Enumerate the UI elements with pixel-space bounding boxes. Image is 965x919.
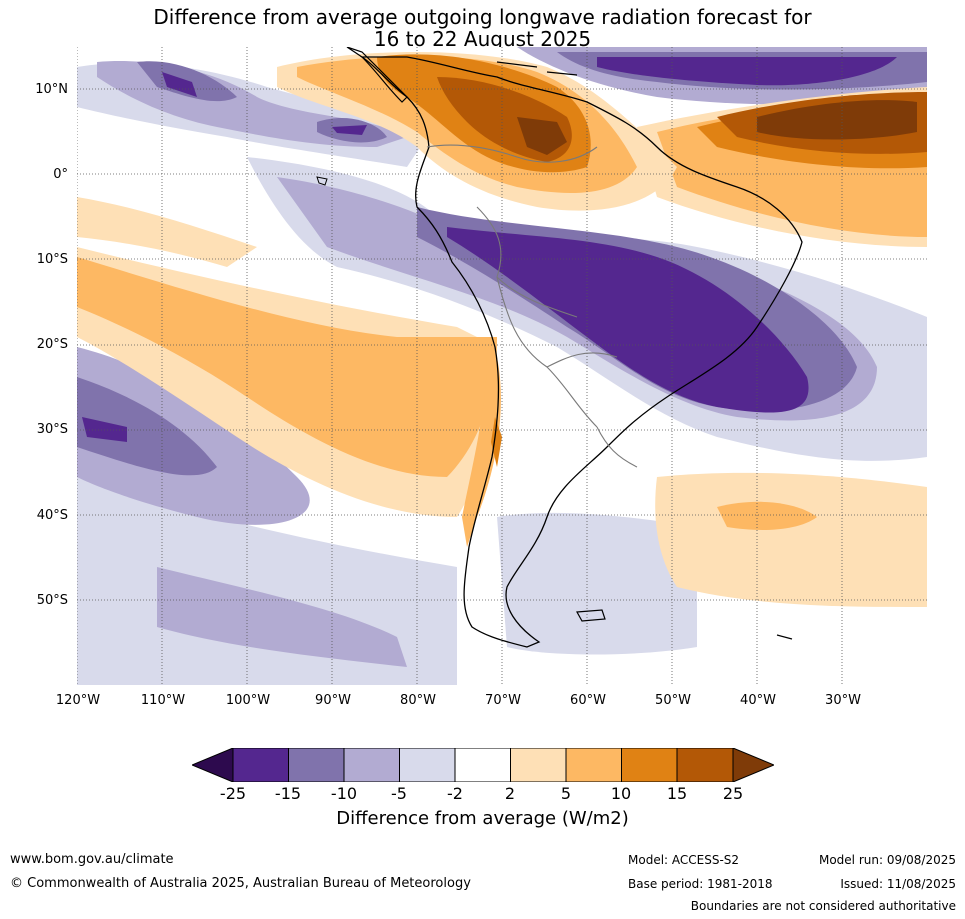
colorbar-swatch-le-25 [190, 747, 234, 783]
lat-label-50s: 50°S [36, 593, 68, 608]
colorbar-swatch-5-2 [399, 747, 456, 783]
anomaly-region-colombia-dark-brown [517, 117, 567, 155]
colorbar-tick-label: -2 [447, 784, 463, 803]
lat-label-40s: 40°S [36, 508, 68, 523]
galapagos [316, 176, 328, 186]
anomaly-region-central-america-deep-purple [332, 125, 367, 135]
anomaly-region-eq-atlantic-dark-brown [757, 100, 917, 140]
colorbar-tick-label: -25 [219, 784, 247, 803]
colorbar-swatch-10-5 [343, 747, 400, 783]
colorbar-tick-label: -5 [391, 784, 407, 803]
bom-website-link[interactable]: www.bom.gov.au/climate [10, 852, 174, 867]
colorbar-tick-label: 15 [666, 784, 688, 803]
lon-label-120w: 120°W [55, 693, 101, 708]
colorbar-swatch-5-10 [565, 747, 622, 783]
lat-label-10n: 10°N [35, 82, 68, 97]
south-georgia [776, 634, 793, 640]
lon-label-100w: 100°W [225, 693, 271, 708]
colorbar-tick-label: 5 [560, 784, 572, 803]
lat-label-30s: 30°S [36, 422, 68, 437]
colorbar-tick-label: -10 [330, 784, 358, 803]
anomaly-region-southwest-purple [77, 377, 217, 476]
anomaly-region-eq-pacific-pale-orange [77, 197, 257, 267]
colorbar-swatch-2-2 [454, 747, 511, 783]
colorbar-swatch-ge-25 [732, 747, 776, 783]
anomaly-region-southeast-pale-purple [497, 512, 697, 655]
falkland-islands [576, 609, 606, 622]
colorbar-tick-label: -15 [274, 784, 302, 803]
colorbar-swatch-15-25 [676, 747, 734, 783]
anomaly-region-south-atlantic-orange [717, 501, 817, 530]
anomaly-region-chile-dark-orange [491, 417, 502, 467]
lat-label-10s: 10°S [36, 252, 68, 267]
lon-label-70w: 70°W [485, 693, 521, 708]
south-america-coastline [359, 56, 803, 648]
anomaly-region-pacific-orange [77, 257, 497, 477]
lon-label-110w: 110°W [140, 693, 186, 708]
boundaries-disclaimer: Boundaries are not considered authoritat… [690, 899, 956, 913]
colorbar [190, 747, 776, 783]
lon-label-60w: 60°W [570, 693, 606, 708]
colorbar-swatch-2-5 [510, 747, 567, 783]
model-run-date: Model run: 09/08/2025 [818, 853, 956, 867]
lon-label-90w: 90°W [315, 693, 351, 708]
colorbar-tick-label: 25 [722, 784, 744, 803]
colorbar-swatch-15-10 [288, 747, 345, 783]
colorbar-legend [190, 747, 776, 783]
anomaly-region-chile-orange [462, 357, 501, 547]
colorbar-tick-label: 10 [610, 784, 632, 803]
colorbar-tick-label: 2 [504, 784, 516, 803]
anomaly-region-north-atlantic-deep-purple [597, 57, 897, 86]
anomaly-region-brazil-deep-purple [447, 227, 809, 413]
olr-anomaly-map [77, 47, 927, 685]
chart-title-line1: Difference from average outgoing longwav… [153, 5, 812, 29]
map-canvas [77, 47, 927, 685]
colorbar-swatch-25-15 [232, 747, 289, 783]
colorbar-title: Difference from average (W/m2) [336, 808, 629, 829]
chart-title-line2: 16 to 22 August 2025 [373, 27, 592, 51]
copyright-notice: © Commonwealth of Australia 2025, Austra… [10, 876, 471, 891]
central-america-coastline [346, 47, 408, 103]
caribbean-islands [496, 61, 578, 76]
lon-label-50w: 50°W [655, 693, 691, 708]
issued-date: Issued: 11/08/2025 [840, 877, 956, 891]
country-borders [426, 144, 638, 468]
base-period: Base period: 1981-2018 [628, 877, 773, 891]
anomaly-region-south-atlantic-pale-orange [655, 472, 927, 607]
colorbar-swatch-10-15 [621, 747, 678, 783]
anomaly-region-north-pacific-deep-purple [162, 72, 197, 97]
anomaly-region-southwest-light-purple [77, 347, 310, 525]
lon-label-30w: 30°W [825, 693, 861, 708]
anomaly-region-southwest-deep-purple [82, 417, 127, 442]
lat-label-20s: 20°S [36, 337, 68, 352]
anomaly-region-south-light-purple [157, 567, 407, 667]
lat-label-0: 0° [53, 167, 68, 182]
graticule [77, 47, 927, 685]
model-name: Model: ACCESS-S2 [628, 853, 740, 867]
lon-label-40w: 40°W [740, 693, 776, 708]
lon-label-80w: 80°W [400, 693, 436, 708]
